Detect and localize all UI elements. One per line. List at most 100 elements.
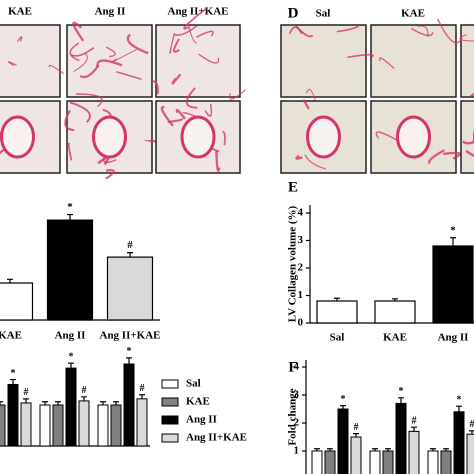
error-bar bbox=[392, 298, 398, 301]
error-bar bbox=[469, 430, 474, 435]
error-bar bbox=[456, 405, 462, 412]
collagen-fiber bbox=[173, 25, 198, 36]
bar bbox=[350, 436, 362, 474]
bar bbox=[337, 408, 349, 474]
collagen-fiber bbox=[378, 57, 395, 69]
micrograph-label: KAE bbox=[8, 6, 32, 18]
legend-swatch bbox=[161, 379, 179, 389]
significance-mark: # bbox=[82, 385, 87, 396]
bar bbox=[369, 450, 381, 474]
significance-mark: # bbox=[470, 419, 474, 430]
collagen-fiber bbox=[347, 53, 374, 59]
panel-label: E bbox=[288, 179, 298, 195]
collagen-fiber bbox=[171, 73, 182, 85]
bar bbox=[39, 404, 51, 447]
significance-mark: # bbox=[412, 415, 417, 426]
bar bbox=[20, 402, 32, 447]
significance-mark: # bbox=[24, 387, 29, 398]
significance-mark: * bbox=[69, 351, 74, 362]
error-bar bbox=[23, 398, 29, 403]
micrograph-label: Sal bbox=[316, 8, 331, 20]
y-tick-label: 0 bbox=[298, 317, 304, 329]
error-bar bbox=[10, 378, 16, 385]
collagen-fiber bbox=[175, 108, 186, 120]
error-bar bbox=[127, 252, 133, 258]
error-bar bbox=[314, 448, 320, 451]
collagen-fiber bbox=[112, 48, 137, 63]
bar bbox=[427, 450, 439, 474]
collagen-fiber bbox=[64, 109, 75, 132]
y-tick-label: 4 bbox=[294, 361, 300, 373]
error-bar bbox=[398, 397, 404, 404]
vessel bbox=[306, 115, 341, 159]
legend-swatch bbox=[161, 397, 179, 407]
legend-swatch bbox=[161, 433, 179, 443]
significance-mark: # bbox=[354, 422, 359, 433]
error-bar bbox=[68, 362, 74, 369]
collagen-fiber bbox=[70, 47, 95, 57]
collagen-fiber bbox=[69, 101, 91, 124]
collagen-fiber bbox=[336, 25, 359, 33]
collagen-fiber bbox=[229, 89, 246, 100]
x-tick-label: Sal bbox=[330, 332, 345, 344]
collagen-fiber bbox=[196, 30, 214, 38]
legend-label: Ang II bbox=[186, 414, 217, 426]
bar bbox=[374, 300, 416, 324]
micrograph-label: Ang II bbox=[95, 6, 126, 18]
collagen-fiber bbox=[152, 80, 159, 95]
collagen-fiber bbox=[75, 93, 103, 108]
collagen-fiber bbox=[73, 52, 88, 73]
collagen-fiber bbox=[305, 88, 316, 102]
y-tick-label: 1 bbox=[298, 289, 304, 301]
bar bbox=[110, 404, 122, 447]
panel-label: F bbox=[288, 359, 297, 375]
significance-mark: # bbox=[127, 239, 133, 251]
bar bbox=[453, 411, 465, 474]
bar bbox=[52, 404, 64, 447]
error-bar bbox=[334, 297, 340, 301]
bar bbox=[395, 402, 407, 474]
panel-label: D bbox=[288, 5, 299, 21]
y-axis-label: Fold change bbox=[287, 388, 299, 445]
y-tick-label: 2 bbox=[294, 417, 300, 429]
bar bbox=[46, 219, 94, 321]
error-bar bbox=[340, 405, 346, 409]
collagen-fiber bbox=[302, 99, 310, 110]
collagen-fiber bbox=[7, 61, 17, 67]
legend-label: Ang II+KAE bbox=[186, 432, 247, 444]
collagen-fiber bbox=[173, 38, 180, 53]
collagen-fiber bbox=[204, 103, 213, 117]
collagen-fiber bbox=[215, 150, 221, 172]
error-bar bbox=[353, 433, 359, 437]
bar bbox=[466, 433, 474, 474]
collagen-fiber bbox=[69, 42, 80, 62]
x-tick-label: KAE bbox=[0, 330, 22, 342]
collagen-fiber bbox=[410, 27, 434, 37]
collagen-fiber bbox=[160, 106, 174, 127]
micrograph bbox=[0, 24, 61, 98]
legend-label: KAE bbox=[186, 396, 210, 408]
collagen-fiber bbox=[198, 53, 220, 64]
error-bar bbox=[42, 401, 48, 405]
y-tick-label: 3 bbox=[294, 389, 300, 401]
error-bar bbox=[430, 448, 436, 451]
bar bbox=[440, 450, 452, 474]
error-bar bbox=[372, 448, 378, 451]
collagen-fiber bbox=[437, 18, 463, 44]
error-bar bbox=[450, 237, 456, 246]
collagen-fiber bbox=[465, 149, 474, 158]
error-bar bbox=[100, 401, 106, 405]
error-bar bbox=[7, 278, 13, 283]
collagen-fiber bbox=[417, 25, 429, 37]
significance-mark: * bbox=[457, 394, 462, 405]
y-tick-label: 2 bbox=[298, 262, 304, 274]
significance-mark: * bbox=[399, 386, 404, 397]
bar bbox=[106, 256, 154, 321]
collagen-fiber bbox=[169, 33, 176, 54]
y-tick-label: 3 bbox=[298, 234, 304, 246]
bar bbox=[7, 384, 19, 447]
bar bbox=[382, 450, 394, 474]
legend-label: Sal bbox=[186, 378, 201, 390]
collagen-fiber bbox=[105, 169, 115, 180]
y-tick-label: 4 bbox=[298, 207, 304, 219]
